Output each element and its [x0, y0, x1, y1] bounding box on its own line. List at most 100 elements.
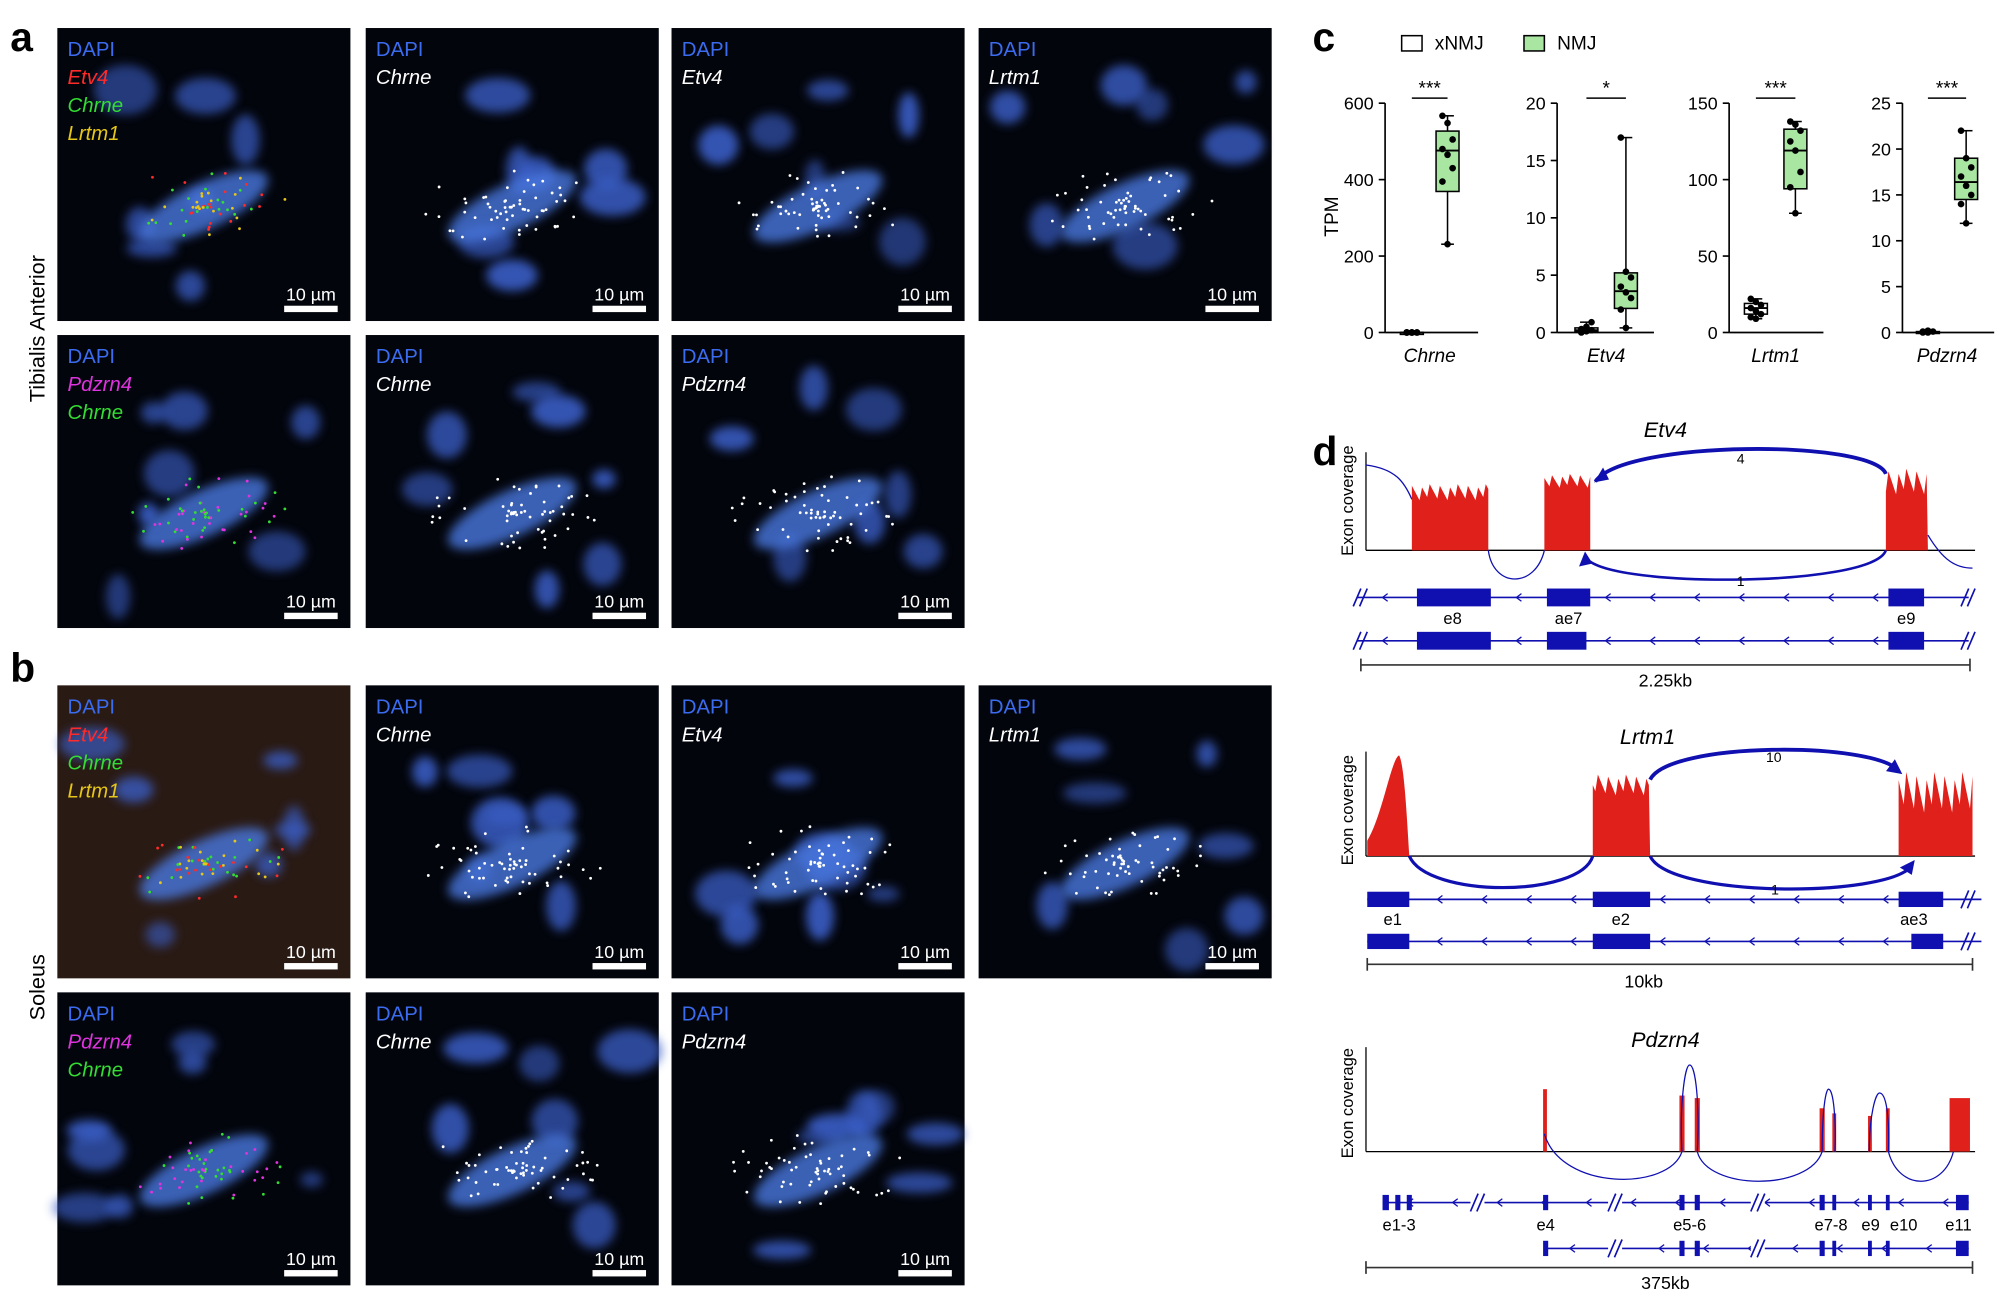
transcript-dot	[221, 863, 225, 867]
transcript-dot	[1150, 861, 1154, 865]
transcript-dot	[1131, 831, 1135, 835]
strand-arrow	[1570, 895, 1577, 904]
transcript-dot	[1073, 839, 1077, 843]
transcript-dot	[194, 868, 197, 872]
break-mark	[1960, 890, 1976, 909]
transcript-dot	[886, 1189, 890, 1193]
transcript-dot	[1147, 233, 1151, 237]
strand-arrow	[1585, 1198, 1592, 1207]
nucleus	[1164, 927, 1209, 972]
transcript-dot	[826, 207, 830, 211]
channel-label: DAPI	[376, 39, 424, 61]
exon	[1416, 631, 1491, 650]
transcript-dot	[788, 857, 791, 861]
transcript-dot	[1136, 860, 1140, 864]
transcript-dot	[536, 1181, 540, 1185]
junction-arc	[1648, 855, 1913, 891]
track-text: e11	[1945, 1216, 1971, 1235]
nucleus	[105, 574, 131, 619]
exon	[1819, 1240, 1825, 1257]
transcript-dot	[856, 867, 859, 871]
nucleus	[886, 1172, 953, 1194]
strand-arrow	[1882, 895, 1889, 904]
transcript-dot	[891, 522, 894, 526]
transcript-dot	[227, 1136, 231, 1139]
strand-arrow	[1791, 1244, 1799, 1253]
transcript-dot	[512, 169, 516, 173]
nucleus	[805, 891, 834, 941]
transcript-dot	[209, 205, 213, 209]
transcript-dot	[560, 505, 564, 509]
transcript-dot	[839, 537, 843, 541]
transcript-dot	[566, 849, 570, 853]
nucleus	[1100, 65, 1148, 106]
panel-letter: b	[10, 645, 35, 691]
transcript-dot	[756, 528, 760, 531]
coverage	[1411, 484, 1489, 551]
transcript-dot	[1177, 189, 1181, 193]
transcript-dot	[190, 859, 194, 863]
transcript-dot	[823, 201, 826, 205]
transcript-dot	[505, 514, 509, 518]
nucleus	[698, 125, 739, 165]
transcript-dot	[1099, 200, 1103, 204]
transcript-dot	[1151, 865, 1155, 869]
transcript-dot	[878, 883, 881, 887]
transcript-dot	[503, 867, 506, 871]
transcript-dot	[515, 513, 519, 517]
transcript-dot	[852, 1147, 856, 1151]
nucleus	[486, 259, 538, 292]
micrograph: DAPI Etv4 Chrne Lrtm1 10 µm	[57, 685, 351, 979]
transcript-dot	[175, 528, 178, 531]
transcript-dot	[793, 889, 797, 893]
transcript-dot	[180, 547, 184, 550]
row-label: Tibialis Anterior	[25, 255, 50, 402]
strand-arrow	[1748, 895, 1756, 904]
transcript-dot	[814, 228, 818, 232]
scale-bar	[592, 963, 647, 970]
transcript-dot	[276, 1181, 280, 1185]
coverage	[1544, 473, 1591, 551]
transcript-dot	[208, 868, 212, 872]
transcript-dot	[1112, 215, 1116, 219]
transcript-dot	[531, 1186, 535, 1190]
y-tick-label: 15	[1871, 185, 1891, 205]
transcript-dot	[521, 207, 525, 211]
break-mark	[1352, 631, 1369, 651]
transcript-dot	[512, 485, 516, 489]
endplate	[447, 827, 577, 900]
scale-bar	[284, 963, 338, 970]
nucleus	[273, 822, 312, 838]
transcript-dot	[512, 867, 516, 870]
strand-arrow	[1525, 937, 1533, 946]
transcript-dot	[233, 541, 236, 545]
track-text: Exon coverage	[1338, 755, 1357, 865]
transcript-dot	[218, 212, 222, 216]
strand-arrow	[1703, 937, 1711, 946]
transcript-dot	[260, 193, 264, 197]
transcript-dot	[810, 508, 813, 512]
transcript-dot	[1163, 194, 1167, 197]
transcript-dot	[834, 1185, 838, 1188]
transcript-dot	[1095, 886, 1099, 890]
scale-bar-label: 10 µm	[594, 942, 644, 962]
transcript-dot	[232, 1193, 236, 1197]
transcript-dot	[849, 211, 852, 214]
transcript-dot	[523, 509, 527, 513]
transcript-dot	[819, 1161, 823, 1165]
scale-bar	[898, 963, 952, 970]
transcript-dot	[855, 215, 859, 219]
data-point	[1449, 136, 1456, 143]
data-point	[1403, 329, 1411, 336]
strand-arrow	[1381, 593, 1389, 602]
transcript-dot	[552, 1175, 556, 1179]
transcript-dot	[785, 877, 789, 881]
y-tick-label: 25	[1871, 94, 1891, 114]
transcript-dot	[276, 862, 280, 866]
endplate	[1060, 827, 1190, 900]
transcript-dot	[883, 850, 887, 854]
transcript-dot	[1085, 208, 1088, 212]
strand-arrow	[1738, 593, 1745, 602]
transcript-dot	[823, 485, 826, 488]
transcript-dot	[166, 497, 170, 501]
